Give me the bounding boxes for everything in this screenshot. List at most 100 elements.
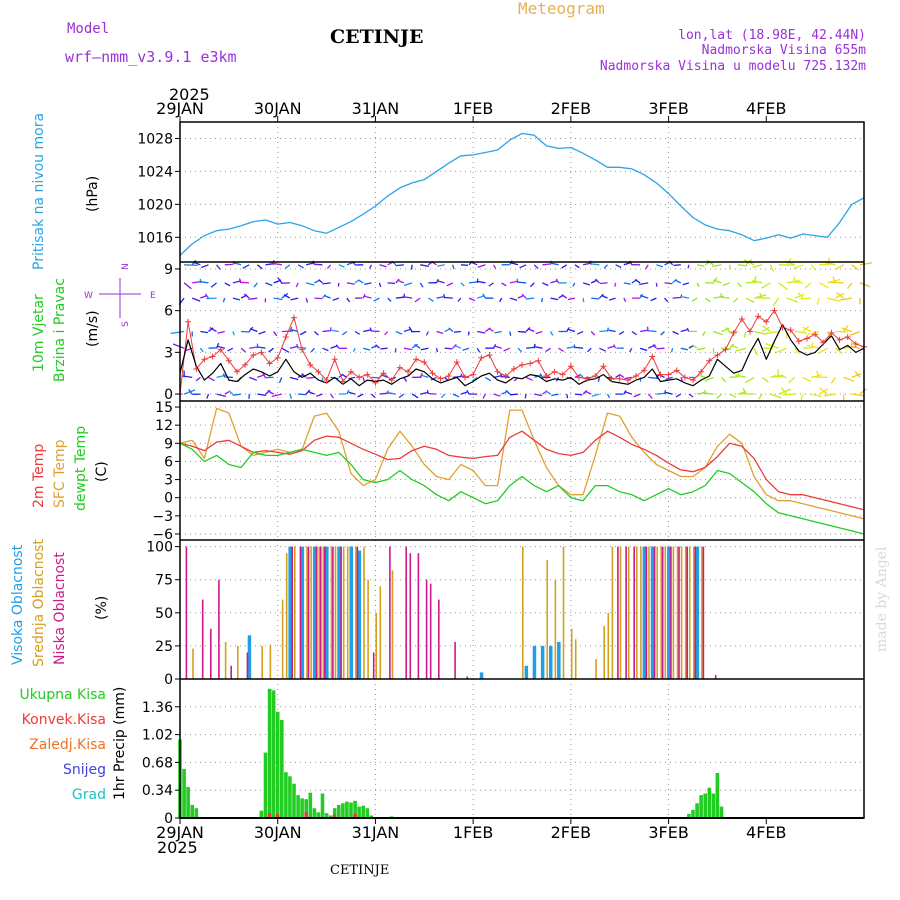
wind-arrow bbox=[357, 279, 364, 284]
wind-arrow bbox=[323, 294, 331, 299]
credit-watermark: made by Angel bbox=[874, 546, 890, 652]
wind-arrow bbox=[615, 264, 622, 268]
cloud-bar-high bbox=[300, 546, 305, 679]
cloud-bar-mid bbox=[224, 641, 227, 679]
data-series bbox=[170, 132, 873, 818]
precip-bar-total bbox=[186, 786, 190, 818]
wind-arrow bbox=[397, 279, 405, 284]
wind-arrow bbox=[444, 296, 453, 299]
wind-arrow bbox=[598, 293, 604, 299]
wind-arrow bbox=[802, 376, 812, 383]
cloud-bar-high bbox=[247, 635, 252, 679]
precip-bar-total bbox=[691, 809, 695, 818]
wind-arrow bbox=[462, 347, 470, 351]
precip-legend-convective: Konvek.Kisa bbox=[22, 712, 106, 728]
cloud-bar-low bbox=[324, 546, 326, 679]
wind-arrow bbox=[428, 392, 437, 395]
wind-arrow bbox=[395, 278, 400, 284]
wind-arrow bbox=[436, 330, 444, 335]
wind-arrow bbox=[793, 264, 804, 270]
temp-ytick-label: 6 bbox=[164, 454, 173, 470]
cloud-bar-high bbox=[532, 645, 537, 679]
wind-arrow bbox=[420, 391, 429, 395]
time-label-top: 31JAN bbox=[352, 99, 400, 118]
wind-arrow bbox=[306, 262, 315, 266]
cloud-bar-high bbox=[540, 645, 545, 679]
cloud-ytick-label: 25 bbox=[155, 639, 173, 655]
wind-arrow bbox=[326, 264, 332, 270]
wind-arrow bbox=[729, 376, 739, 379]
cloud-bar-mid bbox=[269, 644, 272, 679]
wind-arrow bbox=[590, 263, 600, 266]
time-label-top: 30JAN bbox=[254, 99, 302, 118]
wind-arrow bbox=[561, 294, 568, 299]
wind-arrow bbox=[346, 389, 350, 395]
wind-arrow bbox=[633, 393, 641, 398]
wind-compass: N S E W bbox=[84, 263, 156, 327]
wind-arrow bbox=[742, 387, 747, 395]
wind-gust-marker bbox=[649, 353, 656, 360]
wind-gust-marker bbox=[266, 360, 273, 367]
wind-arrow bbox=[265, 282, 273, 287]
wind-ytick-label: 0 bbox=[164, 387, 173, 403]
wind-gust-marker bbox=[453, 359, 460, 366]
wind-arrow bbox=[452, 343, 457, 349]
wind-arrow bbox=[519, 264, 527, 269]
wind-arrow bbox=[314, 297, 323, 300]
wind-arrow bbox=[357, 393, 364, 398]
wind-gust-marker bbox=[291, 314, 297, 321]
wind-arrow bbox=[201, 264, 209, 269]
wind-gust-marker bbox=[690, 377, 696, 384]
cloud-bar-high bbox=[325, 546, 329, 679]
wind-arrow bbox=[204, 293, 210, 299]
wind-arrow bbox=[572, 282, 576, 287]
wind-arrow bbox=[257, 393, 267, 397]
wind-arrow bbox=[460, 391, 468, 395]
wind-arrow bbox=[802, 326, 812, 333]
wind-arrow bbox=[436, 296, 444, 299]
cloud-bar-mid bbox=[574, 639, 577, 679]
wind-arrow bbox=[387, 282, 396, 285]
wind-ylabel-1: 10m Vjetar bbox=[31, 294, 47, 372]
wind-arrow bbox=[248, 376, 258, 381]
wind-arrow bbox=[290, 328, 299, 333]
wind-arrow bbox=[346, 261, 354, 266]
wind-gust-line bbox=[179, 310, 865, 395]
cloud-bar-mid bbox=[261, 645, 263, 679]
wind-arrow bbox=[369, 264, 372, 269]
wind-arrow bbox=[421, 374, 429, 379]
wind-arrow bbox=[761, 326, 770, 333]
wind-arrow bbox=[437, 280, 445, 284]
wind-arrow bbox=[744, 376, 755, 384]
wind-gust-marker bbox=[470, 371, 477, 378]
wind-gust-marker bbox=[258, 349, 265, 356]
wind-arrow bbox=[644, 264, 649, 270]
wind-arrow bbox=[517, 281, 527, 284]
precip-bar-total bbox=[296, 795, 300, 818]
cloud-bar-low bbox=[185, 546, 188, 679]
precip-bar-total bbox=[719, 806, 724, 818]
wind-arrow bbox=[721, 376, 727, 383]
wind-gust-marker bbox=[584, 375, 591, 382]
precip-bar-total bbox=[711, 793, 716, 818]
cloud-bar-mid bbox=[562, 546, 565, 679]
wind-arrow bbox=[656, 392, 665, 395]
wind-arrow bbox=[457, 297, 462, 302]
wind-arrow bbox=[206, 393, 210, 399]
wind-gust-marker bbox=[209, 353, 216, 360]
wind-gust-marker bbox=[437, 375, 444, 382]
wind-arrow bbox=[322, 282, 331, 285]
cloud-bar-low bbox=[686, 546, 688, 679]
wind-arrow bbox=[533, 343, 536, 349]
wind-arrow bbox=[268, 347, 274, 353]
wind-arrow bbox=[608, 297, 616, 301]
wind-arrow bbox=[590, 331, 596, 336]
wind-gust-marker bbox=[299, 346, 306, 353]
wind-arrow bbox=[297, 264, 304, 269]
wind-arrow bbox=[373, 297, 380, 302]
wind-arrow bbox=[435, 278, 439, 284]
cloud-bar-low bbox=[218, 579, 220, 679]
wind-arrow bbox=[284, 264, 291, 270]
temp-ytick-label: 15 bbox=[155, 400, 173, 416]
wind-arrow bbox=[841, 327, 853, 333]
